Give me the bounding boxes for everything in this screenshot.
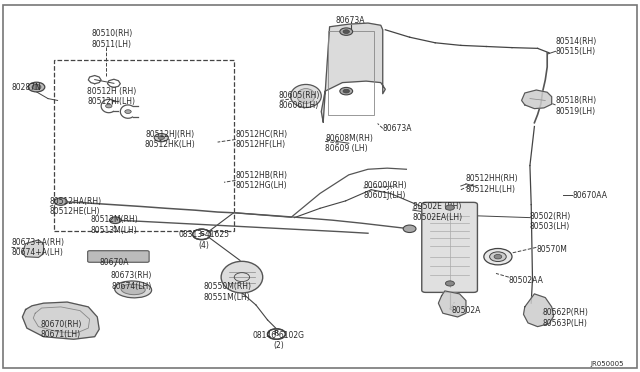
Circle shape bbox=[490, 252, 506, 262]
Text: 80510(RH)
80511(LH): 80510(RH) 80511(LH) bbox=[92, 29, 132, 49]
Text: 80670AA: 80670AA bbox=[573, 191, 608, 200]
Circle shape bbox=[268, 329, 285, 339]
Ellipse shape bbox=[291, 84, 321, 108]
Text: 80670(RH)
80671(LH): 80670(RH) 80671(LH) bbox=[40, 320, 81, 339]
Text: 80512M(RH)
80513M(LH): 80512M(RH) 80513M(LH) bbox=[90, 215, 138, 235]
Text: 80502E (RH)
80502EA(LH): 80502E (RH) 80502EA(LH) bbox=[413, 202, 463, 222]
Circle shape bbox=[343, 89, 349, 93]
Text: 80550M(RH)
80551M(LH): 80550M(RH) 80551M(LH) bbox=[204, 282, 251, 302]
Circle shape bbox=[154, 134, 168, 142]
Text: 80608M(RH)
80609 (LH): 80608M(RH) 80609 (LH) bbox=[325, 134, 373, 153]
Text: 80600J(RH)
80601J(LH): 80600J(RH) 80601J(LH) bbox=[364, 181, 407, 200]
Circle shape bbox=[343, 30, 349, 33]
Circle shape bbox=[403, 225, 416, 232]
Polygon shape bbox=[22, 302, 99, 339]
Text: 80673+A(RH)
80674+A(LH): 80673+A(RH) 80674+A(LH) bbox=[12, 238, 65, 257]
Text: 80512HA(RH)
80512HE(LH): 80512HA(RH) 80512HE(LH) bbox=[50, 197, 102, 216]
Text: 80673A: 80673A bbox=[383, 124, 412, 133]
Text: 80512HH(RH)
80512HL(LH): 80512HH(RH) 80512HL(LH) bbox=[466, 174, 518, 194]
Circle shape bbox=[109, 217, 121, 224]
Circle shape bbox=[340, 28, 353, 35]
Text: 80605(RH)
80606(LH): 80605(RH) 80606(LH) bbox=[278, 91, 320, 110]
Polygon shape bbox=[438, 291, 466, 317]
Text: 80562P(RH)
80563P(LH): 80562P(RH) 80563P(LH) bbox=[543, 308, 589, 328]
Ellipse shape bbox=[121, 284, 145, 295]
Ellipse shape bbox=[115, 281, 152, 298]
Text: 80670A: 80670A bbox=[99, 258, 129, 267]
Circle shape bbox=[28, 82, 45, 92]
FancyBboxPatch shape bbox=[88, 251, 149, 262]
Circle shape bbox=[193, 229, 211, 240]
Circle shape bbox=[106, 104, 112, 108]
Circle shape bbox=[340, 87, 353, 95]
Text: 80502AA: 80502AA bbox=[509, 276, 543, 285]
Circle shape bbox=[158, 136, 164, 140]
Text: 80502A: 80502A bbox=[451, 306, 481, 315]
Text: 80512H (RH)
80512HI(LH): 80512H (RH) 80512HI(LH) bbox=[88, 87, 136, 106]
Ellipse shape bbox=[297, 89, 315, 103]
Text: 80514(RH)
80515(LH): 80514(RH) 80515(LH) bbox=[556, 37, 596, 56]
Circle shape bbox=[32, 84, 41, 90]
Text: 80287N: 80287N bbox=[12, 83, 41, 92]
Text: 08313-41625
(4): 08313-41625 (4) bbox=[178, 230, 229, 250]
Text: 80502(RH)
80503(LH): 80502(RH) 80503(LH) bbox=[530, 212, 571, 231]
Circle shape bbox=[54, 198, 67, 205]
Bar bbox=[54, 60, 234, 231]
Text: 80512HJ(RH)
80512HK(LH): 80512HJ(RH) 80512HK(LH) bbox=[144, 130, 195, 149]
Text: 80518(RH)
80519(LH): 80518(RH) 80519(LH) bbox=[556, 96, 596, 116]
Text: 80512HB(RH)
80512HG(LH): 80512HB(RH) 80512HG(LH) bbox=[236, 171, 287, 190]
Text: S: S bbox=[199, 231, 204, 237]
Polygon shape bbox=[522, 90, 552, 109]
Text: 80673(RH)
80674(LH): 80673(RH) 80674(LH) bbox=[111, 271, 152, 291]
Text: R: R bbox=[274, 330, 279, 336]
Text: 08146-6102G
(2): 08146-6102G (2) bbox=[252, 331, 305, 350]
Circle shape bbox=[445, 205, 454, 210]
Circle shape bbox=[445, 281, 454, 286]
Polygon shape bbox=[22, 240, 44, 257]
Bar bbox=[328, 31, 374, 115]
Text: 80570M: 80570M bbox=[536, 245, 567, 254]
Circle shape bbox=[125, 110, 131, 113]
Ellipse shape bbox=[221, 261, 263, 293]
Text: 80512HC(RH)
80512HF(LH): 80512HC(RH) 80512HF(LH) bbox=[236, 130, 287, 149]
Polygon shape bbox=[321, 23, 385, 122]
Polygon shape bbox=[524, 294, 554, 327]
Text: JR050005: JR050005 bbox=[591, 361, 624, 367]
FancyBboxPatch shape bbox=[422, 202, 477, 292]
Circle shape bbox=[484, 248, 512, 265]
Text: 80673A: 80673A bbox=[336, 16, 365, 25]
Circle shape bbox=[494, 254, 502, 259]
